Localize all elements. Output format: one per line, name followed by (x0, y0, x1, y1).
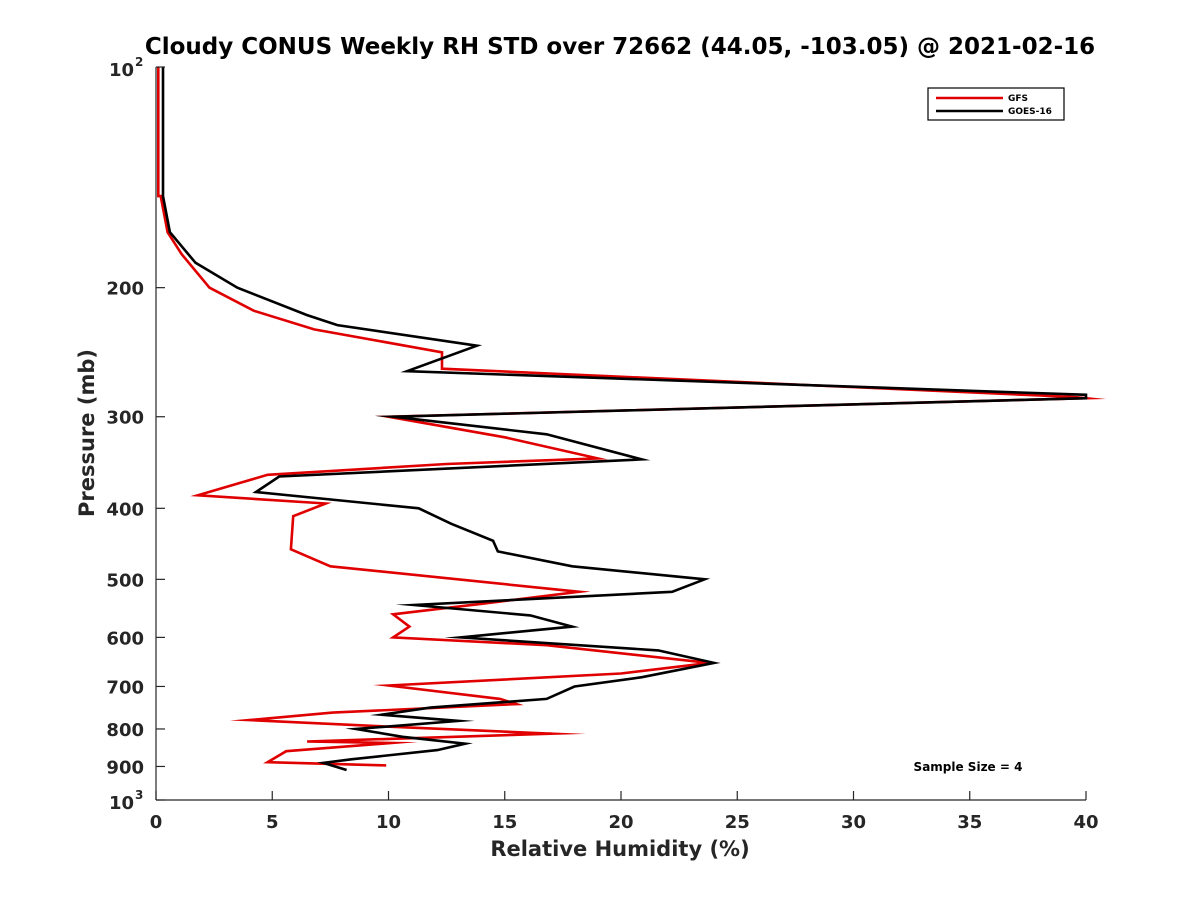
x-tick-label: 15 (492, 812, 517, 833)
y-tick-label: 500 (106, 570, 144, 591)
y-tick-label: 800 (106, 720, 144, 741)
y-tick-label: 600 (106, 628, 144, 649)
y-tick-label: 400 (106, 499, 144, 520)
legend-label-gfs: GFS (1008, 94, 1028, 104)
x-tick-label: 20 (608, 812, 633, 833)
series-line-gfs (157, 67, 1107, 767)
legend: GFS GOES-16 (927, 87, 1065, 121)
y-tick-label: 900 (106, 757, 144, 778)
x-tick-label: 30 (841, 812, 866, 833)
y-tick-label: 200 (106, 279, 144, 300)
x-tick-label: 40 (1073, 812, 1098, 833)
legend-label-goes-16: GOES-16 (1008, 107, 1052, 117)
chart-title: Cloudy CONUS Weekly RH STD over 72662 (4… (145, 34, 1095, 60)
y-tick-label: 300 (106, 408, 144, 429)
y-tick-label: 700 (106, 677, 144, 698)
plot-area (157, 67, 1107, 772)
y-tick-label: 10 (109, 793, 134, 814)
x-tick-label: 25 (725, 812, 750, 833)
series-line-goes-16 (161, 67, 1088, 772)
y-tick-label-exponent: 3 (135, 788, 143, 802)
x-tick-label: 35 (957, 812, 982, 833)
y-axis-label: Pressure (mb) (75, 349, 99, 517)
legend-box (927, 87, 1065, 121)
x-axis-label: Relative Humidity (%) (490, 837, 749, 861)
x-tick-label: 5 (266, 812, 279, 833)
y-tick-label: 10 (109, 60, 134, 81)
x-tick-label: 10 (376, 812, 401, 833)
x-tick-label: 0 (150, 812, 163, 833)
y-tick-label-exponent: 2 (135, 55, 143, 69)
sample-size-annotation: Sample Size = 4 (914, 760, 1023, 774)
